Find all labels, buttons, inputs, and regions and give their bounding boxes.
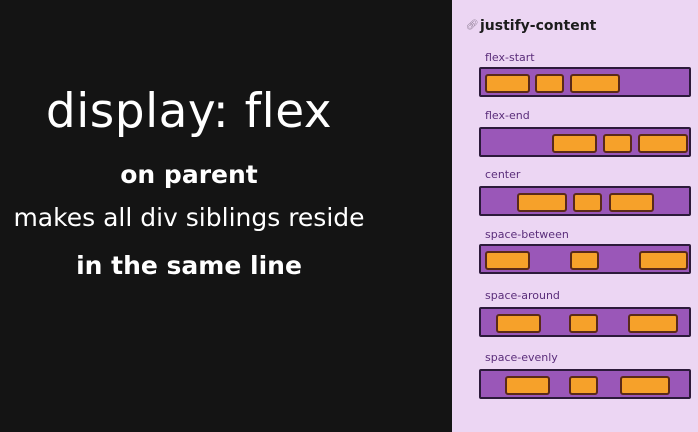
flex-item	[505, 376, 550, 395]
flex-item	[570, 74, 620, 93]
subtitle-line-3: in the same line	[76, 251, 302, 280]
row-label-space-around: space-around	[485, 289, 560, 302]
row-label-space-between: space-between	[485, 228, 569, 241]
flex-container-space-between	[479, 244, 691, 274]
panel-header: 🔗︎ justify-content	[466, 18, 596, 34]
left-panel: display: flex on parent makes all div si…	[13, 84, 365, 280]
subtitle-line-2: makes all div siblings reside	[13, 203, 365, 232]
row-label-space-evenly: space-evenly	[485, 351, 558, 364]
flex-container-center	[479, 186, 691, 216]
flex-item	[573, 193, 602, 212]
flex-item	[569, 376, 598, 395]
subtitle-line-1: on parent	[120, 160, 258, 189]
flex-item	[639, 251, 688, 270]
flex-container-space-around	[479, 307, 691, 337]
flex-container-space-evenly	[479, 369, 691, 399]
flex-item	[496, 314, 541, 333]
flex-container-flex-end	[479, 127, 691, 157]
flex-item	[485, 74, 530, 93]
flex-item	[609, 193, 654, 212]
flex-item	[638, 134, 688, 153]
panel-title: justify-content	[480, 18, 597, 34]
row-label-center: center	[485, 168, 521, 181]
flex-container-flex-start	[479, 67, 691, 97]
justify-content-panel: 🔗︎ justify-content flex-start flex-end c…	[452, 0, 698, 432]
flex-item	[628, 314, 678, 333]
flex-item	[603, 134, 632, 153]
flex-item	[485, 251, 530, 270]
flex-item	[535, 74, 564, 93]
row-label-flex-end: flex-end	[485, 109, 530, 122]
flex-item	[517, 193, 567, 212]
link-icon: 🔗︎	[466, 20, 479, 31]
flex-item	[569, 314, 598, 333]
headline: display: flex	[45, 84, 333, 139]
flex-item	[570, 251, 599, 270]
row-label-flex-start: flex-start	[485, 51, 535, 64]
flex-item	[552, 134, 597, 153]
flex-item	[620, 376, 670, 395]
